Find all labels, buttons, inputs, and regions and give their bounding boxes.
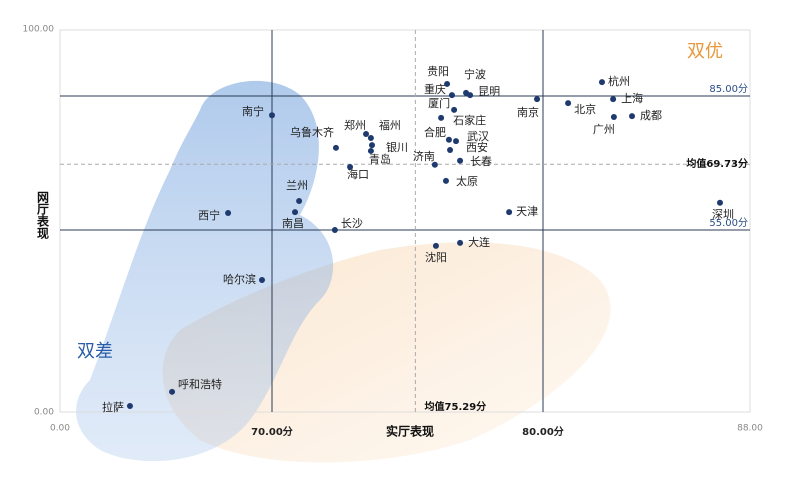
point-label: 拉萨 [102,400,124,414]
point-label: 西宁 [198,208,220,222]
point [629,113,636,120]
point-label: 南昌 [282,217,304,230]
point [598,79,605,86]
point [467,92,474,99]
point [451,106,458,113]
point [367,134,374,141]
point-label: 南京 [517,105,539,119]
point [610,113,617,120]
point-label: 乌鲁木齐 [290,125,334,139]
point [347,164,354,171]
point-label: 福州 [379,118,401,132]
y-tick-label: 100.00 [23,25,55,35]
point [447,147,454,154]
x-tick-label: 88.00 [737,424,763,434]
point-label: 青岛 [369,152,391,166]
point [292,209,299,216]
point [444,80,451,87]
point-label: 天津 [516,205,538,218]
point [225,210,232,217]
quadrant-label: 双优 [687,41,723,62]
point-label: 长春 [470,155,492,168]
point [438,114,445,121]
point-label: 昆明 [478,85,500,98]
point-label: 兰州 [286,179,308,192]
point-label: 上海 [621,91,643,105]
point-label: 银川 [386,140,408,154]
point [445,136,452,143]
point [368,142,375,149]
x-axis-title: 实厅表现 [386,424,434,439]
point-label: 北京 [574,102,596,116]
point [506,209,513,216]
x-tick-label: 0.00 [50,424,70,434]
point-label: 郑州 [344,118,366,132]
point-label: 济南 [413,149,435,163]
point [126,403,133,410]
point-label: 深圳 [712,208,734,221]
quadrant-label: 双差 [77,341,113,362]
point [610,96,617,103]
point-label: 合肥 [424,125,446,139]
background-shape [76,80,334,462]
point-label: 海口 [347,167,369,181]
point [457,239,464,246]
point [331,227,338,233]
point-label: 呼和浩特 [178,377,222,391]
point-label: 大连 [468,235,490,249]
point [534,96,541,103]
x-tick-label: 80.00分 [522,425,564,438]
point [432,242,439,249]
y-tick-label: 0.00 [34,408,54,418]
point [431,161,438,168]
point [716,199,723,206]
point-label: 贵阳 [427,65,449,78]
point [169,388,176,395]
point-label: 太原 [456,175,478,188]
point-label: 沈阳 [425,250,447,264]
point-label: 成都 [640,109,662,122]
point [442,177,449,184]
mean-label: 均值69.73分 [686,157,748,170]
point-label: 宁波 [464,67,486,81]
point [259,276,266,283]
point [565,100,572,107]
y-tick-label: 85.00分 [709,83,748,95]
y-axis-title: 网厅表现 [36,191,50,240]
point-label: 厦门 [428,96,450,110]
point-label: 杭州 [608,74,630,88]
point [332,144,339,151]
plot-border [59,29,751,413]
point-label: 广州 [593,123,615,136]
point-label: 武汉 [467,130,489,143]
mean-label: 均值75.29分 [425,400,487,413]
point-label: 重庆 [424,82,446,96]
point [269,112,275,119]
point [457,157,464,164]
point-label: 哈尔滨 [223,272,256,286]
point [363,130,370,137]
point-label: 南宁 [242,104,264,118]
point [448,92,455,99]
point [367,147,374,154]
point-label: 西安 [466,140,488,154]
point-label: 石家庄 [453,113,486,127]
point [453,138,460,145]
x-tick-label: 70.00分 [251,425,293,438]
point [296,197,303,204]
point-label: 长沙 [341,217,363,230]
y-tick-label: 55.00分 [709,217,748,229]
